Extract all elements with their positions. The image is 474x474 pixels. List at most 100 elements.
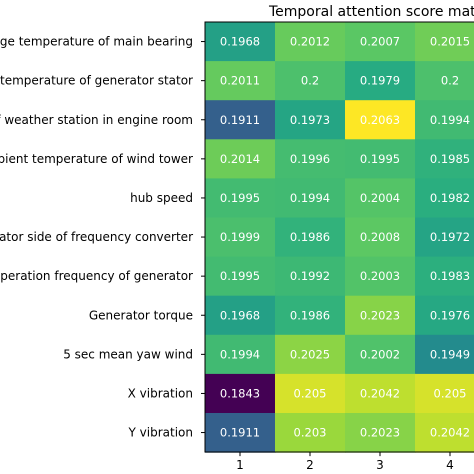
cell-value-label: 0.1968 [220, 308, 260, 322]
cell-value-label: 0.2063 [360, 113, 400, 127]
heatmap-cell [205, 139, 276, 179]
cell-value-label: 0.1911 [220, 426, 260, 440]
heatmap-cell [205, 100, 276, 140]
heatmap-cell [345, 413, 416, 453]
heatmap-cell [205, 256, 276, 297]
heatmap-cell [415, 22, 474, 62]
cell-value-label: 0.1979 [360, 74, 400, 88]
y-tick-label: of weather station in engine room [0, 113, 193, 127]
heatmap-cell [415, 295, 474, 336]
cell-value-label: 0.1994 [430, 113, 470, 127]
heatmap-cell [205, 295, 276, 336]
heatmap-cell [345, 373, 416, 414]
heatmap-cell [345, 217, 416, 258]
heatmap-cell [415, 373, 474, 414]
heatmap-cell [205, 61, 276, 101]
heatmap-cell [205, 334, 276, 375]
heatmap-cell [275, 256, 346, 297]
heatmap-cell [415, 334, 474, 375]
heatmap-cell [275, 22, 346, 62]
x-tick-labels: 1 2 3 4 [236, 452, 454, 472]
heatmap-cell [275, 61, 346, 101]
heatmap-cell [345, 178, 416, 219]
cell-value-label: 0.2011 [220, 74, 260, 88]
heatmap-cell [205, 413, 276, 453]
cell-value-label: 0.2042 [360, 386, 400, 400]
y-tick-label: X vibration [128, 386, 193, 400]
cell-value-label: 0.2003 [360, 269, 400, 283]
y-tick-label: Y vibration [128, 426, 193, 440]
heatmap-cell [415, 139, 474, 179]
heatmap-cell [205, 22, 276, 62]
cell-value-label: 0.2004 [360, 191, 400, 205]
cell-value-label: 0.1843 [220, 386, 260, 400]
y-tick-label: e temperature of generator stator [0, 74, 193, 88]
cell-value-label: 0.2007 [360, 35, 400, 49]
y-tick-label: Generator torque [89, 308, 193, 322]
heatmap-cell [275, 217, 346, 258]
y-tick-label: 5 sec mean yaw wind [63, 347, 193, 361]
cell-value-label: 0.1983 [430, 269, 470, 283]
x-tick-label: 1 [236, 458, 244, 472]
heatmap-cell [415, 217, 474, 258]
cell-value-labels: 0.1968 0.2012 0.2007 0.2015 0.2011 0.2 0.1979 0… [220, 35, 470, 440]
cell-value-label: 0.2002 [360, 347, 400, 361]
cell-value-label: 0.2012 [290, 35, 330, 49]
cell-value-label: 0.1986 [290, 230, 330, 244]
heatmap-cell [345, 295, 416, 336]
heatmap-cell [345, 22, 416, 62]
y-tick-labels: rage temperature of main bearing e temper… [0, 35, 205, 440]
cell-value-label: 0.205 [434, 386, 467, 400]
heatmap-cell [345, 100, 416, 140]
cell-value-label: 0.203 [294, 426, 327, 440]
y-tick-label: mbient temperature of wind tower [0, 152, 193, 166]
heatmap-cell [275, 334, 346, 375]
cell-value-label: 0.1996 [290, 152, 330, 166]
heatmap-cell [275, 139, 346, 179]
cell-value-label: 0.1968 [220, 35, 260, 49]
heatmap-cell [275, 100, 346, 140]
cell-value-label: 0.1995 [360, 152, 400, 166]
y-tick-label: rage temperature of main bearing [0, 35, 193, 49]
heatmap-cell [345, 334, 416, 375]
cell-value-label: 0.1994 [290, 191, 330, 205]
cell-value-label: 0.1999 [220, 230, 260, 244]
y-tick-label: hub speed [130, 191, 193, 205]
heatmap-cell [275, 295, 346, 336]
chart-title: Temporal attention score matr [268, 4, 474, 20]
cell-value-label: 0.2042 [430, 426, 470, 440]
cell-value-label: 0.2023 [360, 308, 400, 322]
cell-value-label: 0.1986 [290, 308, 330, 322]
cell-value-label: 0.1976 [430, 308, 470, 322]
cell-value-label: 0.1949 [430, 347, 470, 361]
y-tick-label: operation frequency of generator [0, 269, 193, 283]
cell-value-label: 0.1982 [430, 191, 470, 205]
x-tick-label: 2 [306, 458, 314, 472]
cell-value-label: 0.1995 [220, 191, 260, 205]
x-tick-label: 3 [376, 458, 384, 472]
cell-value-label: 0.2023 [360, 426, 400, 440]
heatmap-cell [205, 373, 276, 414]
heatmap-cell [345, 139, 416, 179]
heatmap-cell [415, 61, 474, 101]
heatmap-cell [345, 61, 416, 101]
heatmap-cell [275, 373, 346, 414]
cell-value-label: 0.1911 [220, 113, 260, 127]
cell-value-label: 0.2 [301, 74, 319, 88]
cell-value-label: 0.2008 [360, 230, 400, 244]
cell-value-label: 0.205 [294, 386, 327, 400]
cell-value-label: 0.2014 [220, 152, 260, 166]
heatmap-cell [415, 178, 474, 219]
heatmap-cells [205, 22, 474, 453]
heatmap-cell [415, 413, 474, 453]
cell-value-label: 0.1992 [290, 269, 330, 283]
cell-value-label: 0.1973 [290, 113, 330, 127]
cell-value-label: 0.1985 [430, 152, 470, 166]
heatmap-cell [275, 413, 346, 453]
heatmap-cell [205, 217, 276, 258]
y-tick-label: erator side of frequency converter [0, 230, 193, 244]
cell-value-label: 0.2015 [430, 35, 470, 49]
cell-value-label: 0.2025 [290, 347, 330, 361]
heatmap-cell [275, 178, 346, 219]
